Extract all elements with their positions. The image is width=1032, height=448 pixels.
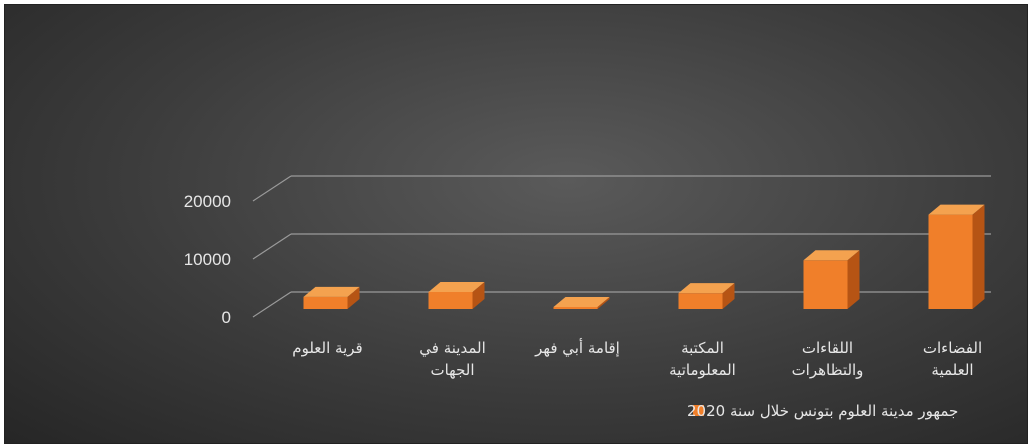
gridline-diagonal-1 [252,233,292,260]
y-tick-label-1: 10000 [184,250,231,269]
bar-top-2 [553,297,610,307]
legend-label: جمهور مدينة العلوم بتونس خلال سنة 2020 [687,402,958,420]
bar-top-0 [303,286,360,297]
bar-side-5 [972,204,985,309]
bar-top-1 [428,281,485,292]
x-tick-label-4-1: والتظاهرات [792,361,864,379]
chart-svg: 0 10000 20000 قرية العلوم المدينة في الجهات إق… [184,175,991,420]
bar-top-3 [678,283,735,294]
bar-4 [803,260,848,309]
y-tick-label-2: 20000 [184,192,231,211]
x-tick-label-0-0: قرية العلوم [292,339,362,357]
bar-top-5 [928,204,985,215]
bar-side-3 [722,283,735,309]
x-tick-label-4-0: اللقاءات [802,339,853,357]
y-tick-label-0: 0 [222,308,231,327]
x-tick-label-3-0: المكتبة [681,339,724,357]
bar-top-4 [803,250,860,261]
bar-3 [678,293,723,309]
x-tick-label-5-0: الفضاءات [923,339,982,357]
chart-area: 0 10000 20000 قرية العلوم المدينة في الجهات إق… [4,4,1028,444]
x-tick-label-3-1: المعلوماتية [669,361,736,379]
legend-swatch [693,405,704,416]
x-tick-label-5-1: العلمية [931,361,973,379]
gridline-diagonal-0 [252,291,292,318]
bar-side-4 [847,250,860,309]
x-tick-label-2-0: إقامة أبي فهر [534,338,620,358]
bar-side-2 [597,297,610,309]
bar-0 [303,296,348,309]
gridline-diagonal-2 [252,175,292,202]
bar-2 [553,307,598,309]
bar-side-0 [347,286,360,309]
bar-5 [928,214,973,309]
x-tick-label-1-0: المدينة في [419,339,485,358]
bar-1 [428,291,473,309]
bar-side-1 [472,281,485,309]
x-tick-label-1-1: الجهات [430,361,474,379]
